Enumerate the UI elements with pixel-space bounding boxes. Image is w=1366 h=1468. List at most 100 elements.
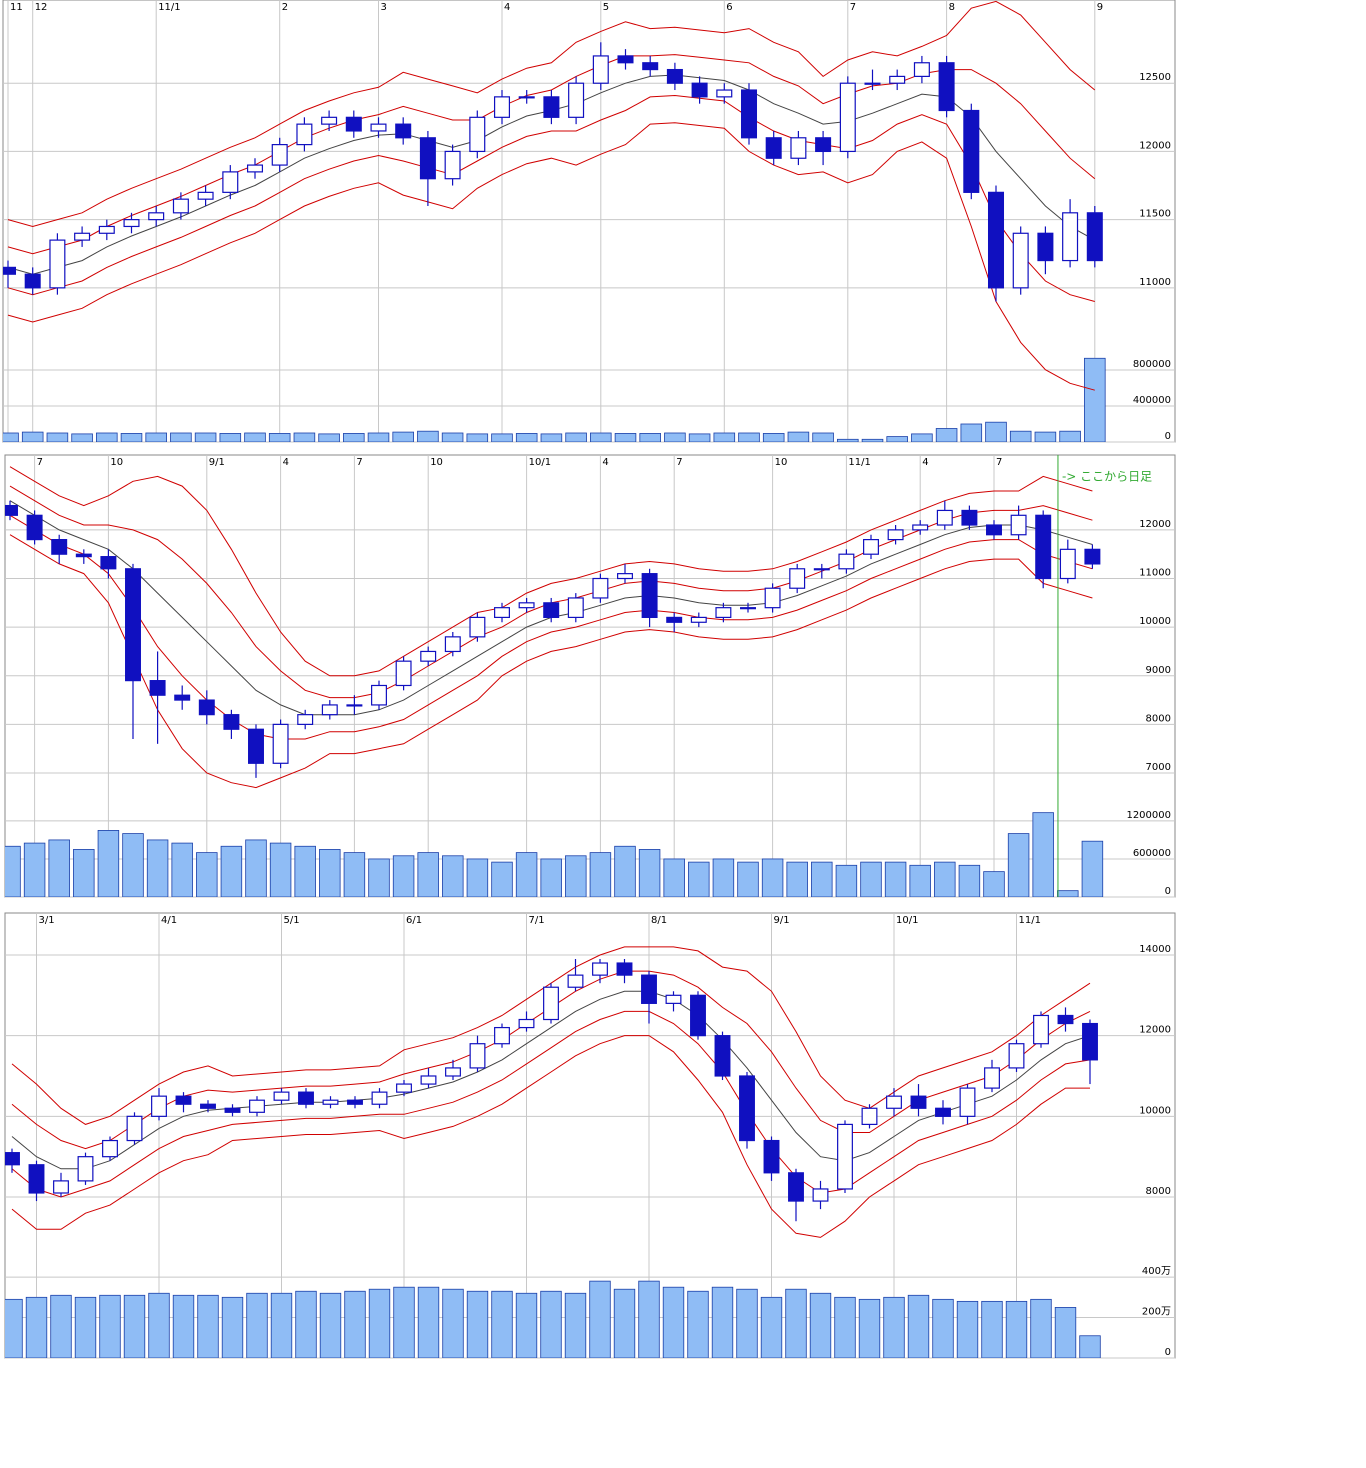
volume-bar	[858, 1298, 881, 1358]
candle-body	[666, 68, 683, 84]
candle-body	[395, 123, 412, 139]
candle-body	[419, 137, 436, 180]
candle-body	[347, 1099, 363, 1105]
y-tick-label: 10000	[1139, 1105, 1171, 1116]
candle-body	[149, 680, 166, 696]
volume-bar	[3, 432, 19, 442]
candle-body	[298, 1091, 314, 1105]
volume-bar	[811, 861, 833, 897]
candle-body	[75, 553, 92, 558]
band-line	[11, 990, 1091, 1170]
volume-bar	[688, 861, 710, 897]
candle-body	[690, 994, 706, 1037]
volume-tick-label: 0	[1165, 886, 1171, 897]
candle-body	[297, 714, 314, 725]
volume-bar	[787, 431, 810, 442]
x-tick-label: 7	[850, 2, 856, 13]
candle-body	[494, 607, 510, 619]
volume-bar	[1007, 833, 1030, 897]
candle-body	[469, 116, 486, 153]
x-tick-label: 10/1	[896, 915, 918, 926]
volume-bar	[736, 1288, 758, 1358]
volume-bar	[1009, 430, 1032, 442]
volume-bar	[809, 1292, 832, 1358]
candle-body	[815, 137, 832, 153]
x-tick-label: 4	[504, 2, 510, 13]
volume-bar	[367, 432, 390, 442]
x-tick-label: 6/1	[406, 915, 422, 926]
volume-bar	[785, 1288, 807, 1358]
candle-body	[249, 1099, 265, 1113]
candle-body	[568, 82, 585, 118]
candle-body	[321, 116, 338, 125]
candle-body	[1035, 514, 1052, 580]
candle-body	[839, 82, 856, 153]
candle-body	[26, 514, 43, 541]
candle-body	[716, 89, 733, 98]
x-tick-label: 9/1	[774, 915, 790, 926]
volume-bar	[441, 432, 464, 442]
candle-body	[789, 568, 806, 589]
volume-bar	[318, 433, 340, 442]
volume-bar	[786, 861, 808, 897]
band-line	[11, 1010, 1091, 1198]
candle-body	[223, 714, 240, 730]
volume-bar	[145, 432, 167, 442]
x-tick-label: 11	[10, 2, 23, 13]
volume-bar	[907, 1294, 930, 1358]
candle-body	[790, 137, 807, 159]
volume-bar	[985, 421, 1007, 442]
candle-body	[1062, 212, 1079, 262]
candle-body	[396, 1083, 412, 1093]
candle-body	[271, 144, 288, 166]
candle-body	[912, 524, 929, 531]
volume-bar	[565, 432, 587, 442]
y-tick-label: 11000	[1139, 277, 1171, 288]
candle-body	[1086, 212, 1103, 262]
band-line	[7, 0, 1096, 228]
volume-bar	[540, 858, 562, 897]
candle-body	[935, 1107, 951, 1117]
candle-body	[370, 123, 387, 132]
candle-body	[886, 1095, 902, 1109]
volume-bar	[417, 430, 439, 442]
volume-bar	[909, 864, 931, 897]
volume-bar	[491, 433, 513, 442]
volume-bar	[589, 1280, 611, 1358]
volume-tick-label: 600000	[1133, 848, 1171, 859]
candle-body	[197, 191, 214, 200]
x-tick-label: 11/1	[1019, 915, 1041, 926]
candle-body	[1033, 1014, 1049, 1045]
x-tick-label: 9/1	[209, 457, 225, 468]
volume-bar	[956, 1300, 979, 1358]
y-tick-label: 12000	[1139, 519, 1171, 530]
volume-bar	[268, 433, 291, 442]
volume-bar	[688, 433, 711, 442]
candle-body	[198, 699, 215, 716]
candle-body	[887, 529, 904, 541]
band-line	[11, 1035, 1090, 1238]
candle-body	[838, 553, 855, 570]
plot-area	[5, 946, 1101, 1358]
candle-body	[5, 504, 18, 516]
volume-bar	[590, 432, 612, 442]
volume-bar	[74, 1296, 97, 1358]
band-line	[7, 94, 1095, 302]
x-tick-label: 2	[282, 2, 288, 13]
volume-bar	[343, 433, 365, 442]
candle-body	[151, 1095, 167, 1117]
volume-bar	[244, 432, 266, 442]
candle-body	[175, 1095, 192, 1105]
candle-body	[763, 1139, 780, 1174]
candle-body	[740, 607, 756, 610]
x-tick-label: 5/1	[284, 915, 300, 926]
candle-body	[24, 273, 41, 289]
candle-body	[1059, 548, 1076, 580]
volume-tick-label: 1200000	[1126, 810, 1171, 821]
x-tick-label: 10/1	[529, 457, 551, 468]
candle-body	[395, 660, 412, 687]
volume-bar	[614, 433, 637, 442]
volume-bar	[97, 830, 120, 897]
x-tick-label: 8	[949, 2, 955, 13]
